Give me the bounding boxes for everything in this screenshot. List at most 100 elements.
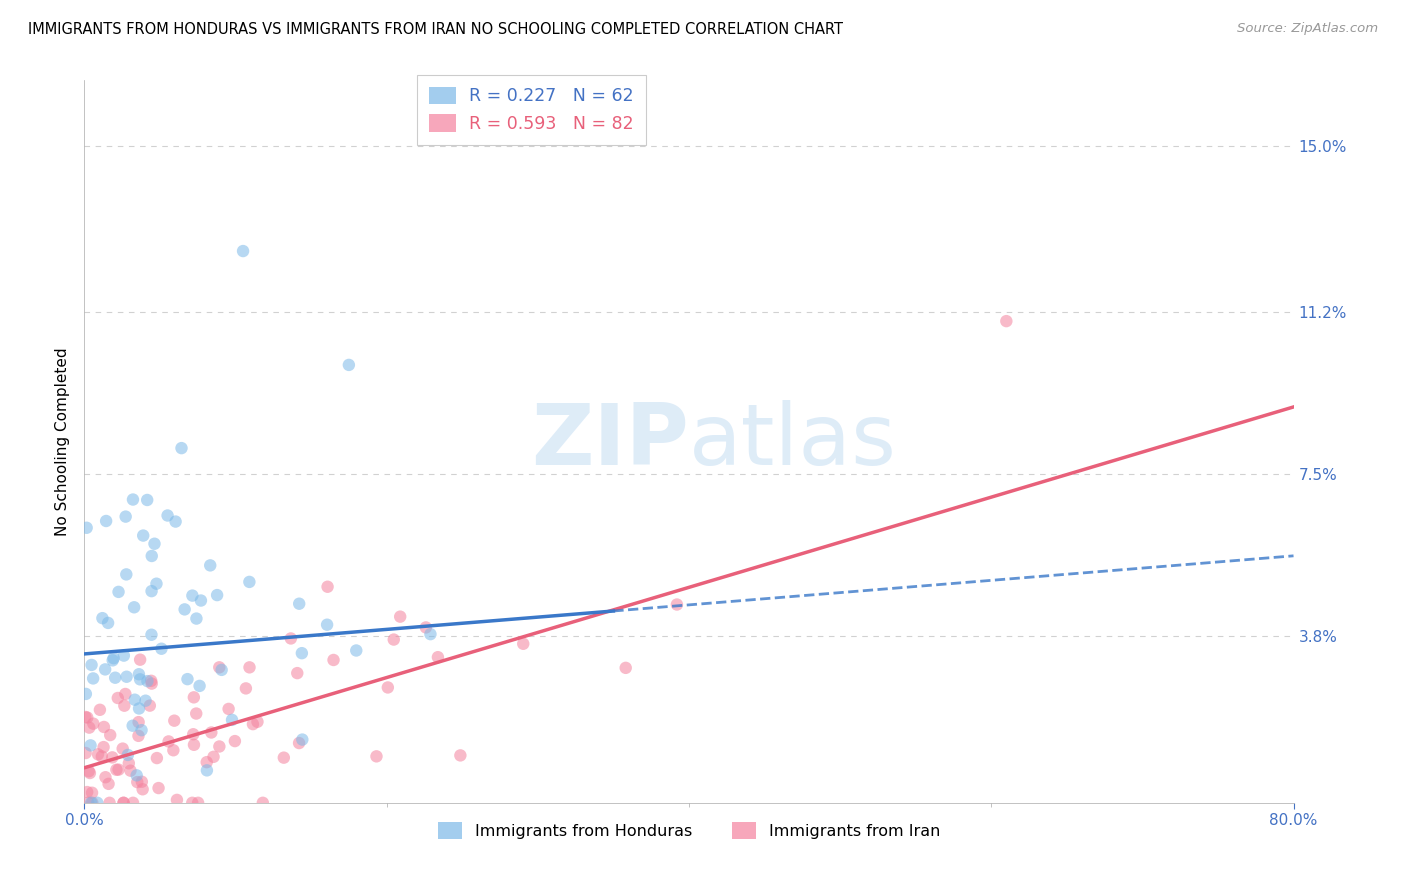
Point	[107, 691, 129, 706]
Point	[157, 734, 180, 748]
Point	[104, 671, 127, 685]
Point	[246, 714, 269, 729]
Point	[80, 796, 103, 810]
Point	[112, 648, 135, 663]
Point	[136, 674, 159, 689]
Point	[200, 725, 222, 739]
Point	[146, 751, 169, 765]
Point	[79, 766, 101, 780]
Legend: Immigrants from Honduras, Immigrants from Iran: Immigrants from Honduras, Immigrants fro…	[432, 816, 946, 846]
Point	[186, 706, 208, 721]
Point	[93, 740, 115, 755]
Point	[118, 756, 141, 771]
Point	[316, 617, 339, 632]
Point	[101, 750, 124, 764]
Point	[141, 549, 163, 563]
Point	[449, 748, 471, 763]
Point	[82, 716, 104, 731]
Point	[89, 703, 111, 717]
Point	[105, 763, 128, 777]
Point	[415, 620, 437, 634]
Point	[103, 651, 125, 665]
Point	[145, 576, 167, 591]
Point	[344, 643, 367, 657]
Point	[97, 615, 120, 630]
Point	[170, 441, 193, 455]
Point	[94, 662, 117, 676]
Point	[218, 702, 240, 716]
Point	[131, 782, 153, 797]
Point	[242, 717, 264, 731]
Point	[141, 676, 163, 690]
Point	[139, 698, 162, 713]
Point	[120, 764, 142, 778]
Point	[79, 739, 101, 753]
Point	[90, 749, 112, 764]
Point	[512, 637, 534, 651]
Point	[187, 796, 209, 810]
Point	[128, 701, 150, 715]
Point	[291, 646, 314, 660]
Point	[75, 687, 97, 701]
Point	[165, 515, 187, 529]
Point	[208, 739, 231, 754]
Point	[181, 727, 204, 741]
Point	[195, 755, 218, 769]
Point	[141, 584, 163, 599]
Point	[665, 598, 688, 612]
Point	[148, 780, 170, 795]
Point	[121, 719, 143, 733]
Point	[382, 632, 405, 647]
Point	[181, 796, 204, 810]
Point	[211, 663, 233, 677]
Y-axis label: No Schooling Completed: No Schooling Completed	[55, 347, 70, 536]
Text: atlas: atlas	[689, 400, 897, 483]
Point	[208, 660, 231, 674]
Point	[252, 796, 274, 810]
Point	[76, 785, 98, 799]
Point	[107, 763, 129, 777]
Point	[221, 713, 243, 727]
Point	[129, 653, 152, 667]
Text: ZIP: ZIP	[531, 400, 689, 483]
Point	[76, 521, 98, 535]
Point	[76, 710, 98, 724]
Point	[316, 580, 339, 594]
Point	[98, 728, 121, 742]
Point	[87, 747, 110, 762]
Point	[995, 314, 1018, 328]
Point	[163, 714, 186, 728]
Point	[75, 746, 97, 760]
Point	[186, 611, 208, 625]
Point	[131, 723, 153, 738]
Point	[288, 736, 311, 750]
Point	[141, 628, 163, 642]
Point	[114, 687, 136, 701]
Point	[377, 681, 399, 695]
Point	[366, 749, 388, 764]
Point	[614, 661, 637, 675]
Point	[200, 558, 222, 573]
Point	[127, 729, 149, 743]
Point	[97, 777, 120, 791]
Point	[94, 514, 117, 528]
Point	[122, 796, 145, 810]
Point	[124, 692, 146, 706]
Point	[195, 764, 218, 778]
Point	[132, 528, 155, 542]
Point	[162, 743, 184, 757]
Point	[77, 721, 100, 735]
Point	[322, 653, 344, 667]
Point	[80, 786, 103, 800]
Point	[94, 770, 117, 784]
Point	[136, 493, 159, 508]
Point	[77, 764, 100, 779]
Point	[181, 589, 204, 603]
Text: Source: ZipAtlas.com: Source: ZipAtlas.com	[1237, 22, 1378, 36]
Point	[128, 715, 150, 730]
Point	[122, 492, 145, 507]
Point	[419, 627, 441, 641]
Point	[188, 679, 211, 693]
Point	[107, 585, 129, 599]
Point	[183, 738, 205, 752]
